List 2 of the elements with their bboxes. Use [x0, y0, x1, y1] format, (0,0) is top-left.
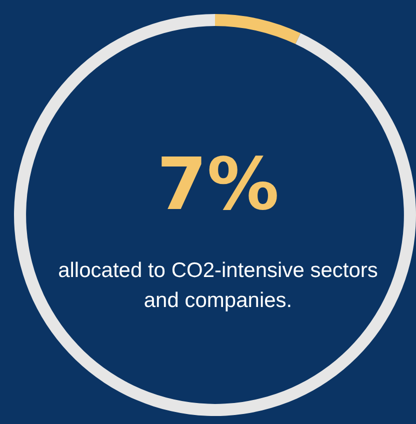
text: 7% — [156, 142, 280, 226]
text: allocated to CO2-intensive sectors and companies. — [58, 258, 378, 314]
